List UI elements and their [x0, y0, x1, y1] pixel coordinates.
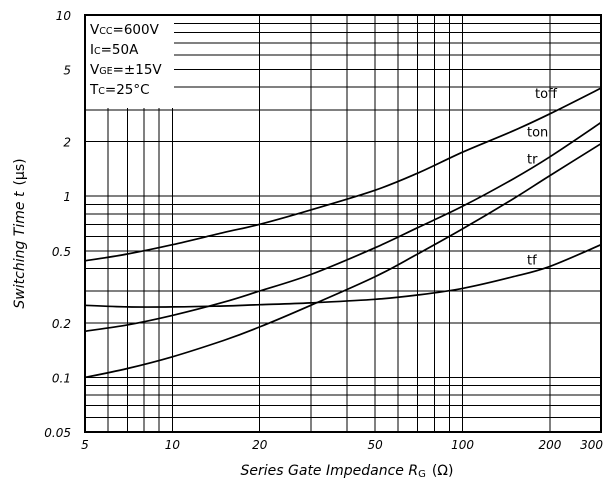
curve-ton [84, 121, 602, 333]
condition-value: =±15V [113, 62, 163, 78]
condition-line: IC=50A [90, 42, 139, 58]
curve-label-tf: tf [527, 254, 537, 269]
conditions-background [86, 16, 174, 108]
condition-line: VGE=±15V [90, 62, 162, 78]
plot-frame [84, 14, 602, 433]
condition-subscript: C [98, 86, 105, 97]
y-tick-label: 1 [63, 190, 71, 204]
x-tick-label: 200 [538, 438, 561, 452]
curves [84, 87, 602, 379]
curve-tr [84, 142, 602, 379]
curve-tf [84, 243, 602, 308]
y-axis-title: Switching Time t (μs) [12, 158, 28, 308]
curve-label-tr: tr [527, 153, 538, 168]
x-axis-title-subscript: G [418, 469, 426, 480]
condition-symbol: V [90, 62, 100, 78]
y-tick-label: 0.1 [52, 371, 71, 385]
condition-line: VCC=600V [90, 22, 160, 38]
condition-subscript: GE [99, 66, 112, 77]
x-axis-title: Series Gate Impedance RG (Ω) [241, 463, 454, 480]
curve-labels: toff ton tr tf [527, 87, 558, 269]
x-axis-title-unit: (Ω) [432, 463, 454, 479]
curve-label-ton: ton [527, 126, 548, 141]
condition-subscript: C [94, 46, 101, 57]
x-tick-label: 300 [580, 438, 603, 452]
condition-value: =50A [101, 42, 139, 58]
y-tick-label: 5 [63, 64, 71, 78]
x-tick-label: 5 [81, 438, 89, 452]
x-axis-title-main: Series Gate Impedance R [241, 463, 419, 479]
curve-label-toff: toff [535, 87, 558, 102]
x-tick-label: 10 [165, 438, 181, 452]
y-axis-title-unit: (μs) [12, 158, 28, 185]
y-tick-label: 10 [56, 9, 72, 23]
x-tick-label: 20 [252, 438, 268, 452]
condition-line: TC=25°C [89, 82, 150, 98]
y-tick-label: 2 [63, 136, 71, 150]
condition-symbol: I [90, 42, 94, 58]
y-tick-label: 0.5 [52, 245, 71, 259]
y-tick-labels: 0.05 0.1 0.2 0.5 1 2 5 10 [44, 9, 71, 440]
condition-value: =25°C [105, 82, 150, 98]
y-axis-title-main: Switching Time t [12, 191, 28, 309]
x-tick-label: 100 [451, 438, 474, 452]
x-tick-labels: 5 10 20 50 100 200 300 [81, 438, 603, 452]
condition-value: =600V [113, 22, 160, 38]
x-tick-label: 50 [368, 438, 384, 452]
condition-symbol: V [90, 22, 100, 38]
y-tick-label: 0.05 [44, 426, 71, 440]
condition-subscript: CC [99, 26, 113, 37]
y-tick-label: 0.2 [52, 317, 71, 331]
condition-symbol: T [89, 82, 99, 98]
curve-toff [84, 87, 602, 262]
